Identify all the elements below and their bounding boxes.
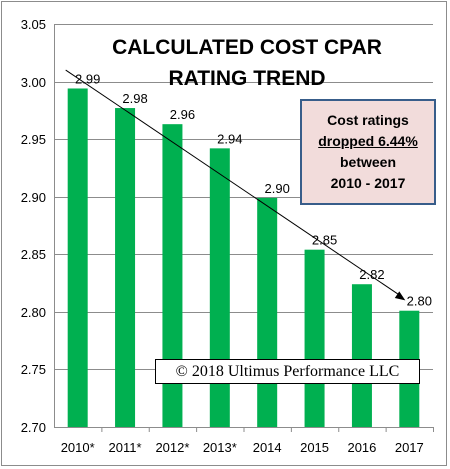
y-tick-label: 2.85 — [21, 247, 46, 262]
y-tick-label: 2.70 — [21, 420, 46, 435]
data-label: 2.98 — [122, 91, 147, 106]
y-tick-label: 2.95 — [21, 132, 46, 147]
data-label: 2.96 — [170, 107, 195, 122]
callout-line-3: between — [339, 154, 396, 170]
y-tick-label: 2.80 — [21, 305, 46, 320]
x-tick-label: 2010* — [61, 440, 95, 455]
data-label: 2.94 — [217, 131, 242, 146]
data-label: 2.80 — [407, 294, 432, 309]
x-tick-label: 2017 — [395, 440, 424, 455]
y-tick-labels: 2.70 2.75 2.80 2.85 2.90 2.95 3.00 3.05 — [21, 17, 46, 435]
trend-arrow — [65, 69, 406, 301]
y-tick-label: 2.75 — [21, 362, 46, 377]
bar — [257, 197, 278, 427]
data-label: 2.99 — [75, 71, 100, 86]
chart-title: CALCULATED COST CPAR RATING TREND — [97, 32, 397, 94]
x-tick-label: 2011* — [109, 440, 142, 455]
bar — [351, 284, 372, 427]
copyright-notice: © 2018 Ultimus Performance LLC — [155, 359, 420, 384]
x-tick-label: 2016 — [347, 440, 376, 455]
x-tick-label: 2015 — [300, 440, 329, 455]
y-tick-label: 3.00 — [21, 75, 46, 90]
axes — [54, 24, 434, 432]
callout-box: Cost ratings dropped 6.44% between 2010 … — [300, 99, 436, 205]
x-tick-labels: 2010* 2011* 2012* 2013* 2014 2015 2016 2017 — [61, 440, 424, 455]
bar — [209, 148, 230, 427]
x-tick-label: 2013* — [203, 440, 237, 455]
data-label: 2.85 — [312, 233, 337, 248]
bar — [115, 108, 136, 427]
bar — [67, 88, 88, 427]
x-tick-label: 2014 — [253, 440, 282, 455]
trend-arrow-head — [394, 291, 406, 301]
chart-title-line-1: CALCULATED COST CPAR — [112, 36, 382, 59]
data-labels: 2.99 2.98 2.96 2.94 2.90 2.85 2.82 2.80 — [75, 71, 432, 308]
callout-line-1: Cost ratings — [327, 112, 409, 128]
bar — [304, 249, 325, 427]
callout-line-4: 2010 - 2017 — [330, 175, 406, 191]
y-tick-label: 3.05 — [21, 17, 46, 32]
callout-line-2: dropped 6.44% — [318, 133, 418, 149]
bar — [162, 124, 183, 427]
trend-arrow-line — [65, 69, 402, 297]
x-tick-label: 2012* — [155, 440, 189, 455]
chart-title-line-2: RATING TREND — [168, 67, 326, 90]
data-label: 2.82 — [359, 267, 384, 282]
y-tick-label: 2.90 — [21, 190, 46, 205]
data-label: 2.90 — [265, 181, 290, 196]
